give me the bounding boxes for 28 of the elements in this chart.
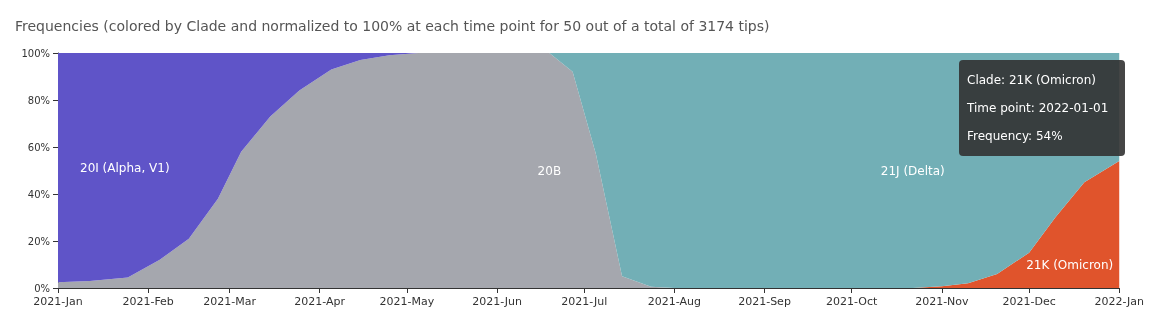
x-tick-label: 2021-Apr <box>294 295 346 308</box>
annotation: Time point: 2022-01-01 <box>967 100 1110 117</box>
x-tick-label: 2021-Jan <box>33 295 83 308</box>
y-tick-label: 20% <box>27 235 50 247</box>
y-tick-label: 60% <box>27 141 50 153</box>
x-tick-label: 2021-Oct <box>826 295 879 308</box>
annotation: Frequency: 54% <box>967 128 1064 145</box>
x-tick-label: 2021-Nov <box>915 295 970 308</box>
x-tick-label: 2021-Dec <box>1002 295 1056 308</box>
x-tick-label: 2021-Mar <box>203 295 257 308</box>
x-tick-label: 2021-Jul <box>561 295 608 308</box>
x-tick-label: 2021-Jun <box>472 295 522 308</box>
x-tick-label: 2022-Jan <box>1094 295 1145 308</box>
series-label: 21J (Delta) <box>880 163 945 178</box>
y-tick-label: 40% <box>27 188 50 200</box>
series-label: 20B <box>537 163 562 178</box>
y-tick-label: 0% <box>34 282 50 294</box>
x-tick-label: 2021-Feb <box>122 295 174 308</box>
x-tick-label: 2021-Aug <box>647 295 701 308</box>
y-tick-label: 80% <box>27 94 50 106</box>
x-tick-label: 2021-Sep <box>738 295 791 308</box>
x-tick-label: 2021-May <box>379 295 435 308</box>
y-tick-label: 100% <box>21 47 50 59</box>
tooltip-box: Clade: 21K (Omicron) Time point: 2022-01-01 Frequency: 54% <box>959 60 1125 156</box>
series-label: 20I (Alpha, V1) <box>80 160 170 175</box>
chart-title: Frequencies (colored by Clade and normalized to 100% at each time point for 50 out of a total of 3174 tips) <box>15 18 770 34</box>
annotation: Clade: 21K (Omicron) <box>967 72 1097 89</box>
series-label: 21K (Omicron) <box>1026 257 1114 272</box>
